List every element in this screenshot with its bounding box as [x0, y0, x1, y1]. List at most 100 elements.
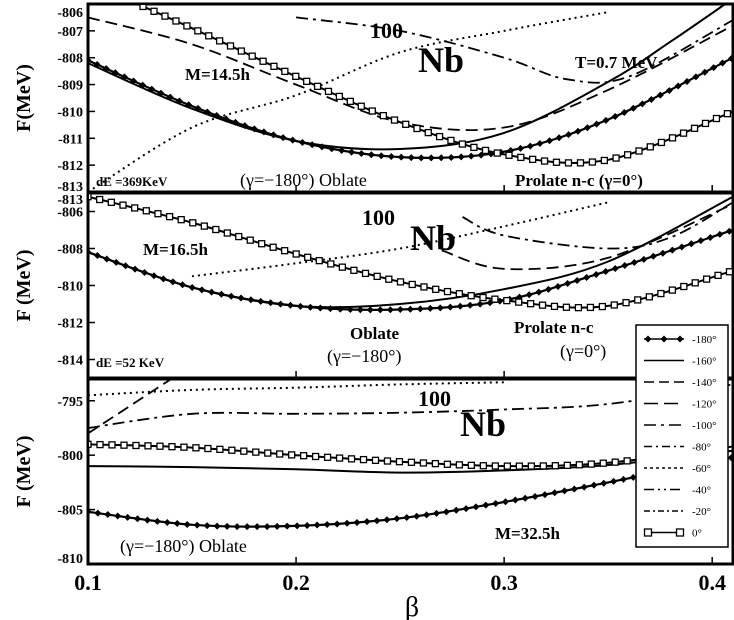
marker-diamond [89, 57, 92, 63]
marker-square [458, 140, 467, 148]
legend-entry-5: -100° [644, 420, 717, 432]
marker-diamond [437, 154, 445, 162]
marker-diamond [683, 77, 691, 85]
marker-diamond [525, 291, 533, 299]
series-line--60° [191, 201, 609, 278]
marker-diamond [674, 82, 682, 90]
marker-diamond [403, 514, 411, 522]
marker-square [183, 22, 191, 30]
marker-diamond [343, 519, 351, 527]
marker-square [481, 146, 490, 155]
marker-diamond [383, 516, 391, 524]
marker-diamond [611, 113, 619, 121]
nucleus-mass-number: 100 [418, 386, 451, 411]
legend-marker [675, 528, 685, 537]
marker-square [357, 102, 365, 110]
panel-1: -806 -807 -808 -809 -810 -811 -812 -813 F(MeV) 10… [13, 2, 734, 195]
y-tick-label: -809 [57, 79, 83, 94]
marker-square [165, 212, 174, 221]
marker-square [350, 266, 358, 274]
marker-diamond [446, 303, 454, 311]
legend: -180° -160° -140° -120° -100° -80° -60° -40° -20… [635, 324, 729, 548]
marker-diamond [353, 519, 361, 527]
marker-diamond [273, 522, 281, 530]
marker-square [668, 134, 677, 142]
marker-diamond [697, 237, 705, 245]
marker-square [177, 216, 185, 224]
annotation-spin: M=16.5h [143, 240, 208, 259]
marker-square [346, 97, 354, 106]
marker-square [288, 451, 296, 459]
marker-diamond [678, 243, 686, 251]
marker-diamond [94, 509, 102, 517]
marker-square [212, 225, 220, 234]
marker-diamond [406, 305, 414, 313]
marker-diamond [283, 522, 291, 530]
marker-square [668, 286, 677, 294]
marker-square [204, 444, 212, 453]
annotation-prolate: Prolate n-c [514, 318, 594, 337]
y-tick-label: -808 [57, 243, 83, 258]
series-line--160° [89, 196, 732, 309]
marker-square [679, 129, 688, 137]
marker-square [503, 296, 511, 305]
marker-diamond [482, 501, 490, 509]
y-tick-label: -813 [57, 180, 83, 195]
marker-square [315, 256, 323, 265]
marker-diamond [153, 517, 161, 525]
marker-square [139, 5, 147, 11]
marker-square [470, 143, 478, 152]
marker-square [503, 462, 512, 470]
marker-diamond [565, 131, 573, 139]
marker-square [701, 119, 710, 128]
marker-diamond [647, 96, 655, 104]
marker-diamond [492, 499, 500, 507]
marker-square [623, 151, 632, 159]
marker-square [96, 195, 104, 204]
x-tick-label: 0.3 [490, 570, 518, 595]
marker-diamond [163, 519, 171, 527]
marker-square [586, 303, 595, 312]
marker-diamond [554, 282, 562, 290]
marker-square [408, 280, 416, 289]
marker-square [431, 459, 440, 468]
marker-diamond [203, 522, 211, 530]
marker-square [424, 128, 432, 137]
marker-diamond [293, 522, 301, 530]
marker-square [564, 159, 573, 167]
marker-diamond [193, 521, 201, 529]
marker-diamond [89, 509, 92, 515]
legend-entry-4: -120° [644, 399, 717, 411]
series-line--180° [89, 456, 732, 528]
y-tick-label: -810 [57, 552, 83, 567]
y-tick-label: -814 [57, 354, 83, 369]
marker-square [172, 17, 180, 25]
marker-diamond [517, 144, 525, 152]
marker-diamond [551, 489, 559, 497]
marker-square [131, 204, 139, 212]
y-tick-label: -800 [57, 449, 83, 464]
marker-square [587, 460, 595, 468]
marker-square [552, 158, 561, 166]
marker-square [311, 452, 320, 461]
marker-diamond [531, 492, 539, 500]
y-tick-label: -810 [57, 105, 83, 120]
marker-diamond [570, 485, 578, 493]
marker-square [491, 295, 499, 303]
marker-diamond [611, 265, 619, 273]
marker-square [714, 271, 722, 280]
nucleus-symbol: Nb [410, 218, 456, 258]
marker-square [154, 210, 162, 218]
marker-square [338, 263, 346, 271]
marker-square [562, 303, 571, 311]
marker-square [156, 442, 164, 450]
marker-square [371, 456, 380, 464]
marker-diamond [104, 511, 112, 519]
marker-square [215, 37, 224, 45]
annotation-de: dE =369KeV [96, 174, 168, 189]
marker-square [723, 110, 732, 118]
marker-diamond [253, 523, 261, 531]
marker-square [89, 440, 92, 448]
marker-square [235, 232, 243, 241]
